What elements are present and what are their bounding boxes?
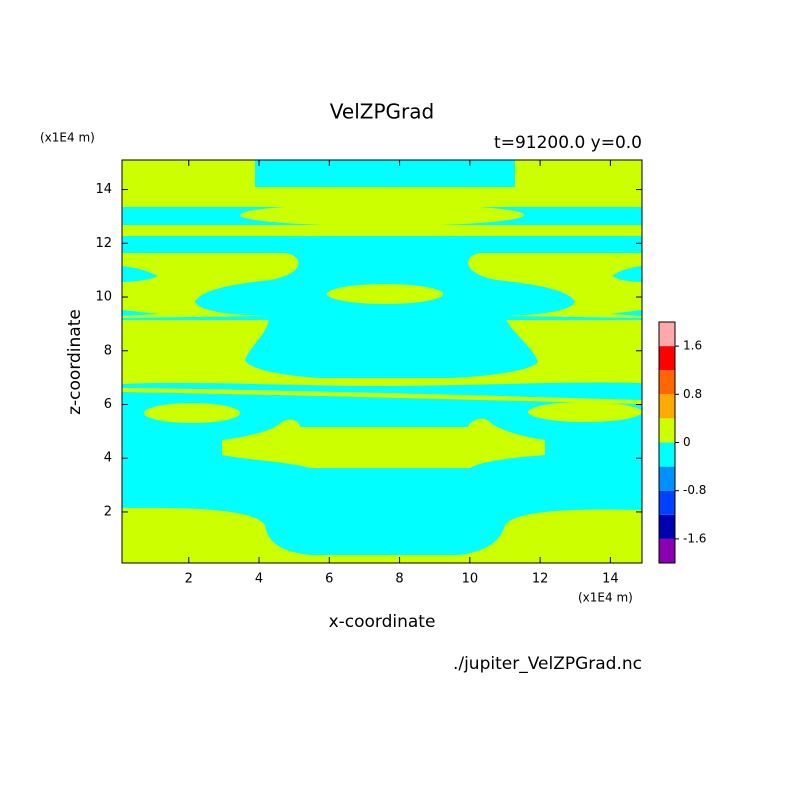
x-axis-label: x-coordinate bbox=[329, 612, 436, 632]
colorbar bbox=[659, 322, 675, 563]
colorbar-band bbox=[659, 466, 675, 491]
footnote: ./jupiter_VelZPGrad.nc bbox=[453, 654, 642, 674]
contour-region bbox=[122, 468, 642, 555]
colorbar-tick-label: -0.8 bbox=[683, 483, 706, 497]
contour-region bbox=[222, 418, 545, 468]
contour-region bbox=[144, 403, 240, 423]
contour-region bbox=[327, 284, 443, 304]
y-tick-label: 14 bbox=[95, 182, 112, 197]
contour-region bbox=[122, 253, 299, 318]
y-tick-label: 12 bbox=[95, 236, 112, 251]
x-tick-label: 4 bbox=[255, 572, 263, 587]
colorbar-tick-label: 0 bbox=[683, 435, 691, 449]
contour-region bbox=[245, 316, 538, 378]
y-tick-label: 8 bbox=[104, 343, 112, 358]
plot-frame bbox=[121, 159, 643, 564]
colorbar-band bbox=[659, 418, 675, 443]
y-tick-label: 4 bbox=[104, 451, 112, 466]
contour-region bbox=[610, 266, 642, 316]
y-tick-label: 6 bbox=[104, 397, 112, 412]
contour-region bbox=[240, 204, 524, 226]
contour-region bbox=[468, 253, 642, 318]
chart-subtitle: t=91200.0 y=0.0 bbox=[494, 133, 642, 153]
colorbar-tick-label: 0.8 bbox=[683, 387, 702, 401]
colorbar-band bbox=[659, 346, 675, 371]
chart-title: VelZPGrad bbox=[330, 100, 434, 124]
y-tick-label: 10 bbox=[95, 290, 112, 305]
x-tick-label: 12 bbox=[532, 572, 549, 587]
colorbar-band bbox=[659, 538, 675, 563]
x-tick-label: 2 bbox=[185, 572, 193, 587]
colorbar-band bbox=[659, 490, 675, 515]
colorbar-band bbox=[659, 442, 675, 467]
x-tick-label: 14 bbox=[602, 572, 619, 587]
x-tick-label: 10 bbox=[462, 572, 479, 587]
x-unit: (x1E4 m) bbox=[578, 591, 633, 605]
colorbar-tick-label: 1.6 bbox=[683, 339, 702, 353]
colorbar-tick-label: -1.6 bbox=[683, 531, 706, 545]
contour-field bbox=[122, 160, 642, 563]
colorbar-band bbox=[659, 514, 675, 539]
contour-region bbox=[528, 402, 642, 422]
colorbar-band bbox=[659, 394, 675, 419]
x-tick-label: 6 bbox=[325, 572, 333, 587]
colorbar-band bbox=[659, 370, 675, 395]
colorbar-band bbox=[659, 322, 675, 347]
x-tick-label: 8 bbox=[395, 572, 403, 587]
y-axis-label: z-coordinate bbox=[65, 309, 85, 415]
contour-region bbox=[255, 160, 515, 187]
y-tick-label: 2 bbox=[104, 504, 112, 519]
contour-region bbox=[122, 266, 160, 316]
y-unit: (x1E4 m) bbox=[40, 131, 95, 145]
contour-region bbox=[122, 388, 642, 404]
